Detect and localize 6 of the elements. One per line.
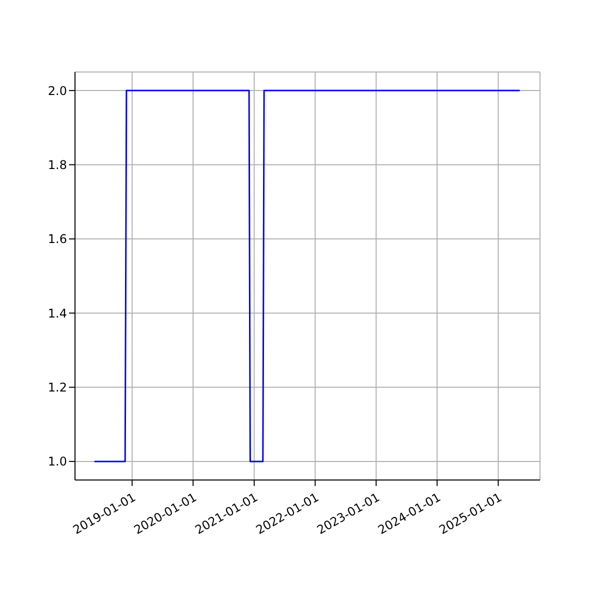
y-tick-label: 1.4 xyxy=(48,306,67,320)
y-tick-label: 1.2 xyxy=(48,380,67,395)
y-tick-label: 1.8 xyxy=(48,158,67,172)
y-tick-label: 2.0 xyxy=(48,84,67,98)
y-tick-label: 1.6 xyxy=(48,232,67,246)
y-tick-label: 1.0 xyxy=(48,454,67,469)
